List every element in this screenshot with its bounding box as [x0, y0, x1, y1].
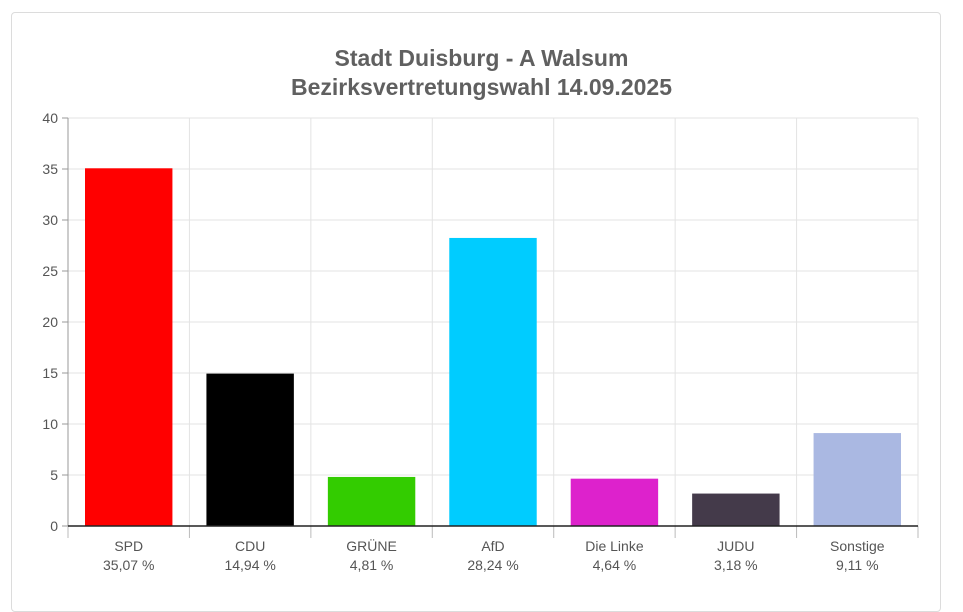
bar-chart: 0 5 10 15 20 25 30 35 40 SPD 35,07 % CDU 14,94 % GRÜN…	[42, 110, 919, 573]
x-value-label: 14,94 %	[224, 557, 275, 573]
bar-cdu[interactable]	[206, 373, 294, 526]
x-value-label: 4,64 %	[593, 557, 637, 573]
x-value-label: 9,11 %	[836, 557, 879, 573]
chart-title-line2: Bezirksvertretungswahl 14.09.2025	[291, 74, 672, 100]
x-category-label: JUDU	[717, 538, 754, 554]
chart-title-line1: Stadt Duisburg - A Walsum	[334, 45, 629, 71]
x-value-label: 3,18 %	[714, 557, 758, 573]
y-tick-label: 40	[42, 110, 58, 126]
y-tick-label: 5	[50, 467, 58, 483]
bar-sonstige[interactable]	[813, 433, 901, 526]
bar-spd[interactable]	[85, 168, 173, 526]
x-category-label: Sonstige	[830, 538, 885, 554]
x-value-label: 4,81 %	[350, 557, 394, 573]
chart-title: Stadt Duisburg - A Walsum Bezirksvertret…	[0, 44, 963, 102]
x-category-label: Die Linke	[585, 538, 644, 554]
bar-afd[interactable]	[449, 237, 537, 526]
y-tick-label: 35	[42, 161, 58, 177]
bar-die-linke[interactable]	[570, 478, 659, 526]
x-category-label: SPD	[114, 538, 143, 554]
x-category-label: AfD	[481, 538, 504, 554]
y-tick-label: 20	[42, 314, 58, 330]
y-tick-label: 30	[42, 212, 58, 228]
x-category-label: CDU	[235, 538, 265, 554]
y-tick-label: 0	[50, 518, 58, 534]
y-tick-label: 15	[42, 365, 58, 381]
x-value-label: 35,07 %	[103, 557, 154, 573]
y-tick-label: 25	[42, 263, 58, 279]
bar-grüne[interactable]	[327, 476, 416, 526]
x-category-label: GRÜNE	[346, 537, 397, 554]
x-value-label: 28,24 %	[467, 557, 518, 573]
y-tick-label: 10	[42, 416, 58, 432]
bar-judu[interactable]	[692, 493, 780, 526]
